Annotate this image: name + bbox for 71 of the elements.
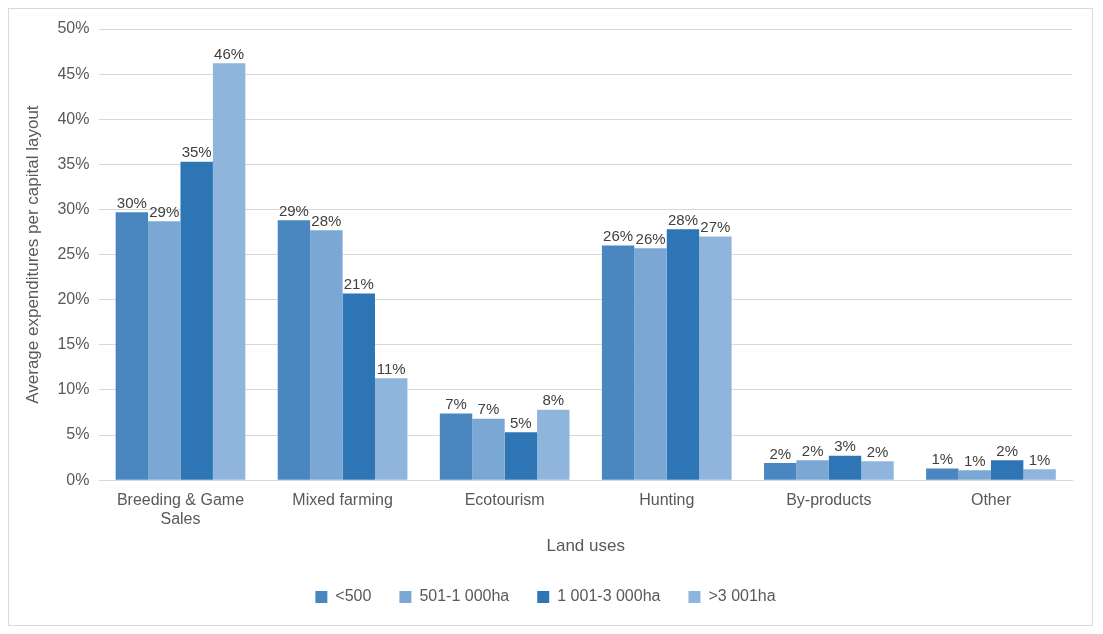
- x-tick-label: Mixed farming: [292, 491, 393, 509]
- data-label: 35%: [181, 143, 212, 161]
- y-tick-label: 10%: [57, 380, 90, 398]
- data-label: 21%: [343, 275, 374, 293]
- bar: [764, 463, 797, 480]
- data-label: 26%: [635, 229, 666, 247]
- bar: [374, 378, 408, 480]
- data-label: 30%: [116, 193, 147, 211]
- y-tick-label: 40%: [57, 109, 90, 127]
- data-label: 5%: [510, 414, 532, 432]
- x-tick-label: Breeding & Game Sales: [116, 491, 245, 528]
- data-label: 28%: [311, 211, 342, 229]
- bar: [537, 409, 570, 480]
- data-label: 26%: [603, 227, 634, 245]
- data-label: 28%: [667, 210, 698, 228]
- bar: [212, 63, 246, 480]
- bar: [666, 229, 700, 480]
- data-label: 11%: [376, 359, 406, 377]
- data-label: 7%: [445, 395, 467, 413]
- y-tick-label: 50%: [57, 19, 90, 37]
- bar: [180, 161, 213, 480]
- data-label: 1%: [963, 451, 986, 469]
- y-tick-label: 0%: [66, 470, 90, 488]
- bar: [990, 460, 1024, 480]
- y-tick-label: 30%: [57, 199, 90, 217]
- bar: [115, 212, 149, 480]
- y-tick-label: 20%: [57, 290, 90, 308]
- y-tick-label: 45%: [57, 64, 90, 82]
- x-tick-label: By-products: [786, 491, 872, 509]
- data-label: 46%: [214, 44, 245, 62]
- y-tick-label: 35%: [57, 154, 90, 172]
- y-tick-label: 15%: [57, 335, 90, 353]
- y-tick-label: 5%: [66, 425, 90, 443]
- bar: [472, 418, 505, 480]
- bar: [1023, 469, 1056, 480]
- data-label: 2%: [996, 441, 1019, 459]
- data-label: 2%: [769, 444, 792, 462]
- bar: [277, 220, 311, 480]
- bar: [148, 221, 181, 480]
- legend-label: 501-1 000ha: [419, 587, 510, 605]
- bar: [926, 468, 959, 480]
- x-tick-label: Ecotourism: [464, 491, 545, 509]
- data-label: 3%: [834, 437, 856, 455]
- data-label: 8%: [542, 391, 565, 409]
- bar: [601, 245, 635, 480]
- bar: [504, 432, 538, 480]
- bar: [828, 455, 862, 480]
- data-label: 29%: [278, 201, 309, 219]
- y-axis-title: Average expenditures per capital layout: [22, 105, 42, 404]
- x-tick-label: Other: [970, 491, 1012, 509]
- bar: [439, 413, 473, 480]
- bar: [342, 293, 375, 480]
- data-label: 2%: [866, 442, 889, 460]
- bar: [634, 248, 667, 480]
- y-tick-label: 25%: [57, 245, 90, 263]
- data-label: 1%: [931, 450, 954, 468]
- bar: [958, 470, 991, 480]
- legend-label: >3 001ha: [708, 587, 776, 605]
- bar: [861, 461, 894, 480]
- x-tick-label: Hunting: [639, 491, 695, 509]
- data-label: 1%: [1028, 451, 1051, 469]
- data-label: 29%: [149, 202, 180, 220]
- data-label: 27%: [700, 218, 731, 236]
- bar: [310, 230, 343, 480]
- bar: [699, 236, 732, 480]
- legend-label: <500: [335, 587, 372, 605]
- bar: [796, 460, 829, 480]
- data-label: 2%: [801, 441, 824, 459]
- x-axis-title: Land uses: [546, 536, 625, 556]
- data-label: 7%: [477, 400, 500, 418]
- legend-label: 1 001-3 000ha: [557, 587, 661, 605]
